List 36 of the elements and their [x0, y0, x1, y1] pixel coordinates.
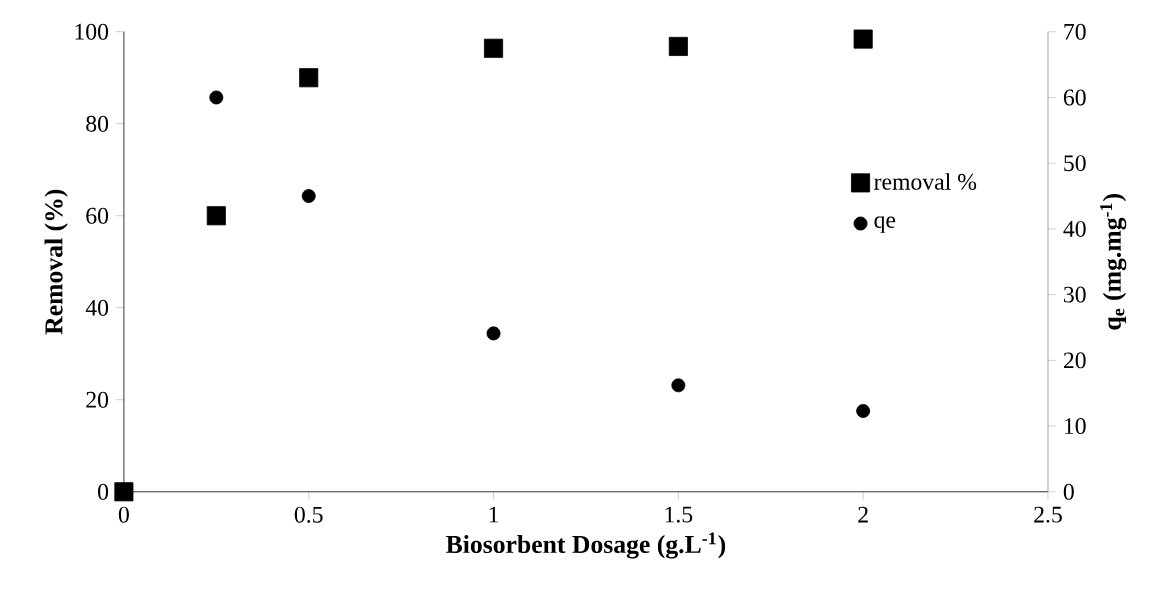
x-tick-label: 0: [118, 506, 129, 523]
y2-tick-label: 40: [1063, 220, 1086, 237]
x-tick-label: 0.5: [294, 506, 323, 523]
point: [299, 68, 319, 88]
y2-tick-label: 60: [1063, 89, 1086, 106]
point: [671, 378, 686, 393]
point: [484, 38, 504, 58]
x-axis-title: Biosorbent Dosage (g.L$^{-1}$): [446, 532, 726, 559]
point: [114, 482, 134, 502]
point: [301, 189, 316, 204]
y-tick-label: 100: [75, 23, 109, 40]
y2-tick-label: 30: [1064, 286, 1086, 303]
y2-axis-title: q$_{e}$ (mg.mg$^{-1}$): [1100, 194, 1127, 330]
point: [853, 29, 873, 49]
point: [206, 206, 226, 226]
y-tick-label: 40: [85, 299, 109, 316]
legend-label: removal %: [874, 173, 977, 190]
y2-tick-label: 0: [1063, 483, 1074, 500]
x-tick-label: 1: [489, 506, 499, 523]
y-tick-label: 60: [86, 207, 109, 224]
y2-tick-label: 50: [1064, 155, 1086, 172]
point: [486, 326, 501, 341]
point: [209, 90, 224, 105]
x-tick-label: 1.5: [665, 506, 693, 523]
point: [856, 404, 871, 418]
y-tick-label: 20: [86, 391, 109, 408]
legend-label: qe: [874, 216, 896, 233]
y2-tick-label: 20: [1063, 352, 1086, 369]
y-axis-title: Removal (%): [44, 189, 68, 335]
x-tick-label: 2.5: [1034, 506, 1062, 523]
x-tick-label: 2: [858, 506, 868, 523]
y2-tick-label: 10: [1064, 418, 1086, 435]
y2-tick-label: 70: [1064, 23, 1086, 40]
y-tick-label: 80: [86, 115, 109, 132]
y-tick-label: 0: [98, 483, 109, 500]
point: [668, 36, 688, 57]
